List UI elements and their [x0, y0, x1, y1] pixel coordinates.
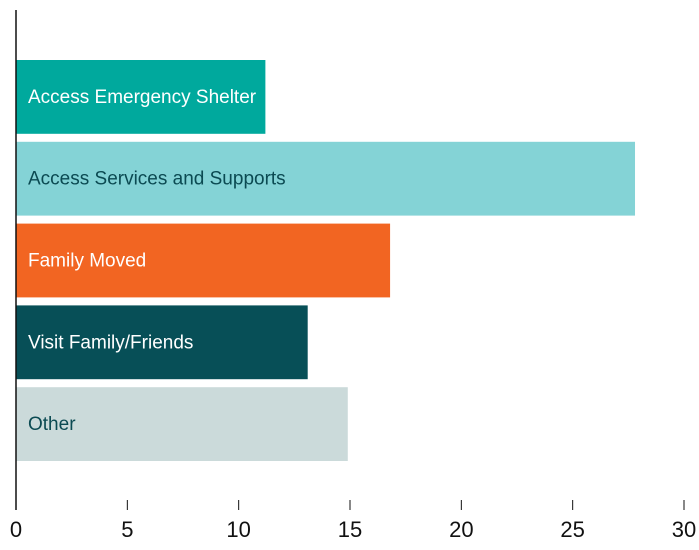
bar-label: Access Emergency Shelter — [28, 87, 257, 108]
x-tick-label: 30 — [672, 517, 696, 542]
bar-label: Family Moved — [28, 251, 146, 272]
x-tick-label: 10 — [226, 517, 250, 542]
bar-label: Other — [28, 414, 76, 435]
x-tick-label: 25 — [560, 517, 584, 542]
bar-label: Visit Family/Friends — [28, 332, 193, 353]
x-tick-label: 5 — [121, 517, 133, 542]
bar — [16, 60, 266, 134]
bar — [16, 223, 391, 298]
bar — [16, 305, 308, 380]
x-tick-label: 15 — [338, 517, 362, 542]
bar — [16, 141, 636, 216]
x-tick-label: 20 — [449, 517, 473, 542]
x-tick-label: 0 — [10, 517, 22, 542]
bar — [16, 387, 348, 461]
bar-label: Access Services and Supports — [28, 169, 286, 190]
